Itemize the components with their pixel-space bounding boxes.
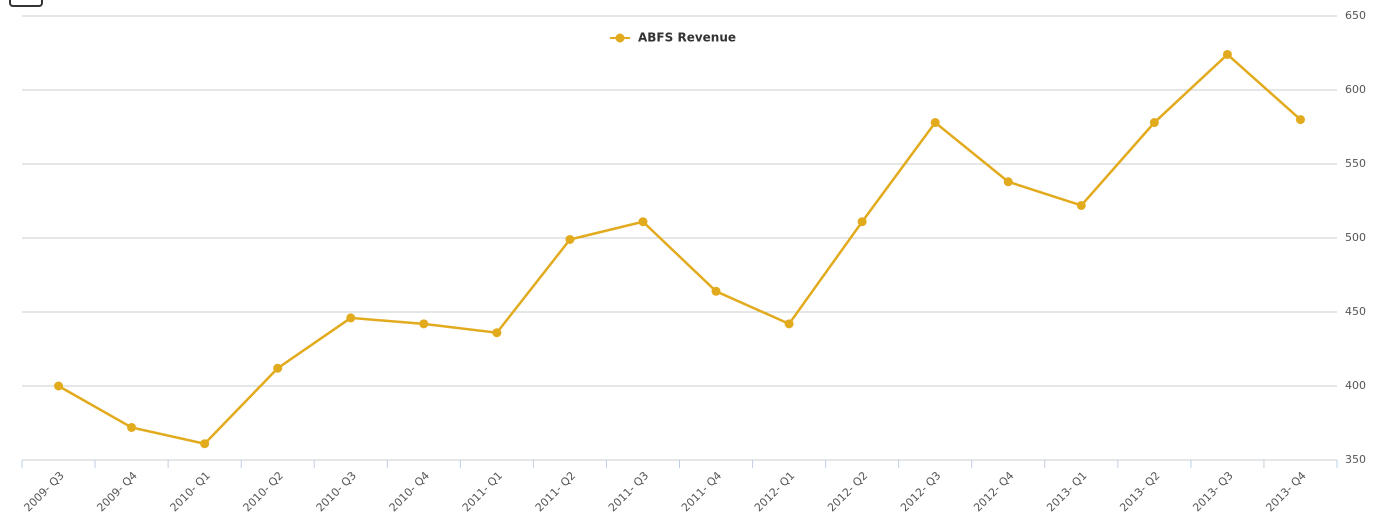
x-tick-label: 2011- Q3 <box>606 469 651 514</box>
data-point <box>930 118 940 128</box>
data-point <box>1003 177 1013 187</box>
data-point <box>273 363 283 373</box>
x-tick-label: 2010- Q4 <box>387 469 432 514</box>
data-point <box>419 319 429 329</box>
y-tick-label: 400 <box>1345 379 1366 392</box>
data-point <box>1149 118 1159 128</box>
x-tick-label: 2010- Q3 <box>314 469 359 514</box>
x-tick-label: 2009- Q3 <box>21 469 66 514</box>
data-point <box>711 286 721 296</box>
x-tick-label: 2012- Q4 <box>971 469 1016 514</box>
data-point <box>200 439 210 449</box>
data-point <box>638 217 648 227</box>
data-point <box>1076 200 1086 210</box>
data-point <box>54 381 64 391</box>
x-tick-label: 2010- Q1 <box>168 469 213 514</box>
y-tick-label: 350 <box>1345 453 1366 466</box>
x-tick-label: 2013- Q2 <box>1117 469 1162 514</box>
menu-button[interactable] <box>9 0 43 7</box>
y-tick-label: 600 <box>1345 83 1366 96</box>
y-tick-label: 500 <box>1345 231 1366 244</box>
x-tick-label: 2012- Q3 <box>898 469 943 514</box>
x-tick-label: 2011- Q4 <box>679 469 724 514</box>
data-point <box>492 328 502 338</box>
x-tick-label: 2011- Q2 <box>533 469 578 514</box>
x-tick-label: 2013- Q3 <box>1190 469 1235 514</box>
y-tick-label: 650 <box>1345 9 1366 22</box>
x-tick-label: 2009- Q4 <box>94 469 139 514</box>
series-line <box>57 52 1302 446</box>
x-tick-label: 2012- Q2 <box>825 469 870 514</box>
data-point <box>1222 49 1232 59</box>
data-point <box>346 313 356 323</box>
x-tick-label: 2012- Q1 <box>752 469 797 514</box>
data-point <box>784 319 794 329</box>
x-tick-label: 2013- Q4 <box>1263 469 1308 514</box>
x-tick-label: 2011- Q1 <box>460 469 505 514</box>
y-tick-label: 450 <box>1345 305 1366 318</box>
x-tick-label: 2013- Q1 <box>1044 469 1089 514</box>
legend-marker <box>615 33 625 43</box>
data-point <box>1295 115 1305 125</box>
data-point <box>857 217 867 227</box>
y-tick-label: 550 <box>1345 157 1366 170</box>
legend-label: ABFS Revenue <box>638 31 736 45</box>
data-point <box>565 234 575 244</box>
x-tick-label: 2010- Q2 <box>241 469 286 514</box>
data-point <box>127 422 137 432</box>
